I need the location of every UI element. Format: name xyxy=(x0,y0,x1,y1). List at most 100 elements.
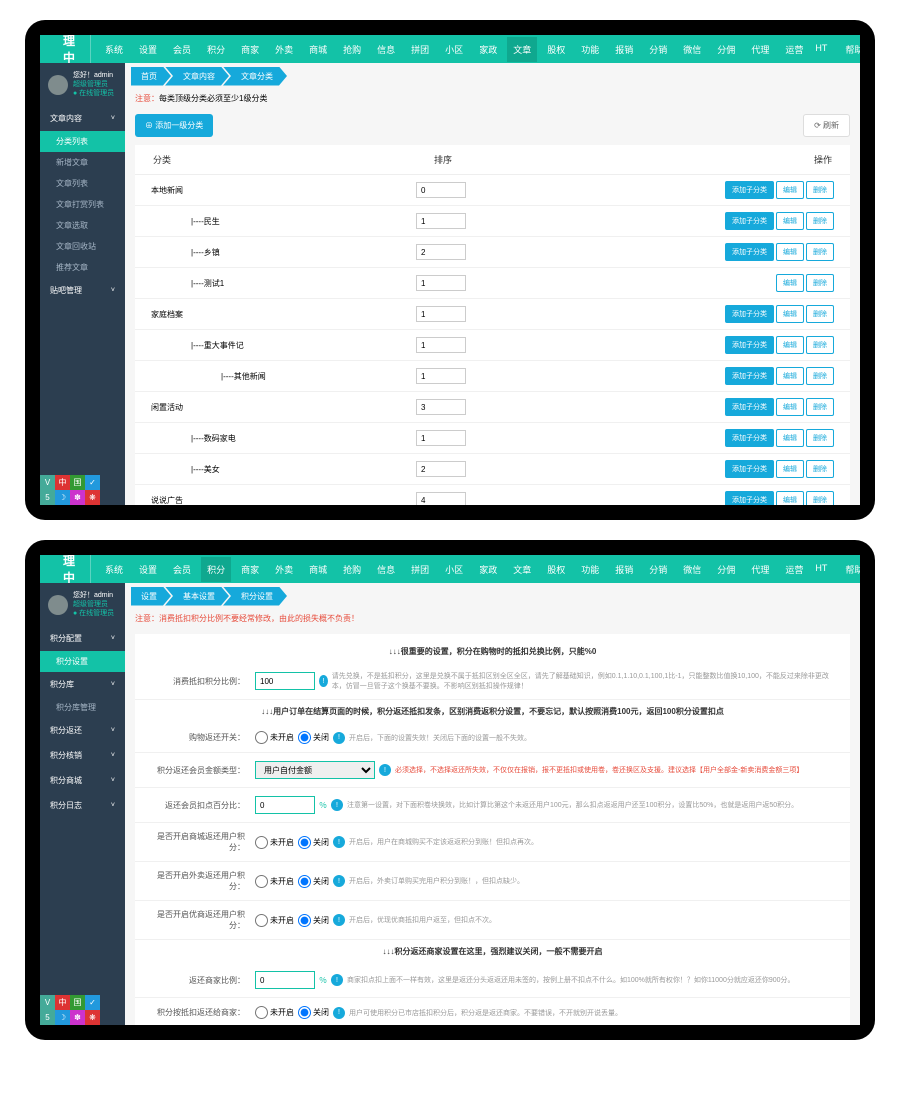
sidebar-item[interactable]: 积分设置 xyxy=(40,651,125,672)
nav-item[interactable]: 设置 xyxy=(133,557,163,582)
nav-right-item[interactable]: 帮助 xyxy=(839,37,860,62)
nav-item[interactable]: 拼团 xyxy=(405,37,435,62)
nav-item[interactable]: 家政 xyxy=(473,37,503,62)
nav-item[interactable]: 分销 xyxy=(643,557,673,582)
sidebar-item[interactable]: 文章列表 xyxy=(40,173,125,194)
nav-item[interactable]: 微信 xyxy=(677,557,707,582)
row-action-button[interactable]: 添加子分类 xyxy=(725,305,774,323)
radio-off[interactable]: 未开启 xyxy=(255,875,294,888)
nav-item[interactable]: 抢购 xyxy=(337,37,367,62)
row-action-button[interactable]: 编辑 xyxy=(776,274,804,292)
sidebar-group[interactable]: 积分核销˅ xyxy=(40,743,125,768)
nav-item[interactable]: 功能 xyxy=(575,37,605,62)
ratio-input[interactable] xyxy=(255,672,315,690)
sidebar-group[interactable]: 积分日志˅ xyxy=(40,793,125,818)
radio-on[interactable]: 关闭 xyxy=(298,914,329,927)
row-action-button[interactable]: 编辑 xyxy=(776,491,804,505)
row-action-button[interactable]: 编辑 xyxy=(776,181,804,199)
sidebar-group-articles[interactable]: 文章内容˅ xyxy=(40,106,125,131)
sidebar-group[interactable]: 积分库˅ xyxy=(40,672,125,697)
nav-item[interactable]: 文章 xyxy=(507,37,537,62)
nav-item[interactable]: 会员 xyxy=(167,37,197,62)
nav-item[interactable]: 报销 xyxy=(609,37,639,62)
type-select[interactable]: 用户自付金额 xyxy=(255,761,375,779)
breadcrumb-item[interactable]: 设置 xyxy=(131,587,171,606)
sort-input[interactable] xyxy=(416,337,466,353)
nav-right-item[interactable]: HT xyxy=(809,557,833,582)
row-action-button[interactable]: 编辑 xyxy=(776,243,804,261)
nav-item[interactable]: 微信 xyxy=(677,37,707,62)
row-action-button[interactable]: 删除 xyxy=(806,491,834,505)
sort-input[interactable] xyxy=(416,399,466,415)
nav-item[interactable]: 系统 xyxy=(99,557,129,582)
sort-input[interactable] xyxy=(416,368,466,384)
sidebar-item[interactable]: 推荐文章 xyxy=(40,257,125,278)
nav-item[interactable]: 代理 xyxy=(745,557,775,582)
row-action-button[interactable]: 删除 xyxy=(806,274,834,292)
sidebar-group-tieba[interactable]: 贴吧管理˅ xyxy=(40,278,125,303)
nav-item[interactable]: 抢购 xyxy=(337,557,367,582)
row-action-button[interactable]: 添加子分类 xyxy=(725,181,774,199)
sort-input[interactable] xyxy=(416,306,466,322)
nav-item[interactable]: 股权 xyxy=(541,557,571,582)
sidebar-item[interactable]: 文章回收站 xyxy=(40,236,125,257)
row-action-button[interactable]: 删除 xyxy=(806,398,834,416)
radio-off[interactable]: 未开启 xyxy=(255,731,294,744)
nav-item[interactable]: 设置 xyxy=(133,37,163,62)
row-action-button[interactable]: 添加子分类 xyxy=(725,212,774,230)
nav-item[interactable]: 运营 xyxy=(779,37,809,62)
nav-item[interactable]: 拼团 xyxy=(405,557,435,582)
row-action-button[interactable]: 添加子分类 xyxy=(725,460,774,478)
sidebar-item[interactable]: 文章选取 xyxy=(40,215,125,236)
radio-off[interactable]: 未开启 xyxy=(255,914,294,927)
sidebar-item[interactable]: 积分库管理 xyxy=(40,697,125,718)
row-action-button[interactable]: 编辑 xyxy=(776,367,804,385)
row-action-button[interactable]: 添加子分类 xyxy=(725,398,774,416)
nav-item[interactable]: 外卖 xyxy=(269,557,299,582)
row-action-button[interactable]: 删除 xyxy=(806,429,834,447)
nav-item[interactable]: 小区 xyxy=(439,557,469,582)
nav-item[interactable]: 系统 xyxy=(99,37,129,62)
nav-item[interactable]: 积分 xyxy=(201,37,231,62)
sidebar-item[interactable]: 新增文章 xyxy=(40,152,125,173)
radio-off[interactable]: 未开启 xyxy=(255,836,294,849)
row-action-button[interactable]: 删除 xyxy=(806,367,834,385)
breadcrumb-item[interactable]: 文章分类 xyxy=(223,67,287,86)
breadcrumb-item[interactable]: 文章内容 xyxy=(165,67,229,86)
row-action-button[interactable]: 编辑 xyxy=(776,460,804,478)
radio-on[interactable]: 关闭 xyxy=(298,875,329,888)
row-action-button[interactable]: 添加子分类 xyxy=(725,491,774,505)
add-category-button[interactable]: ⊕ 添加一级分类 xyxy=(135,114,213,137)
row-action-button[interactable]: 删除 xyxy=(806,460,834,478)
nav-item[interactable]: 分佣 xyxy=(711,557,741,582)
nav-item[interactable]: 家政 xyxy=(473,557,503,582)
nav-item[interactable]: 代理 xyxy=(745,37,775,62)
breadcrumb-item[interactable]: 首页 xyxy=(131,67,171,86)
row-action-button[interactable]: 添加子分类 xyxy=(725,336,774,354)
nav-item[interactable]: 文章 xyxy=(507,557,537,582)
row-action-button[interactable]: 删除 xyxy=(806,305,834,323)
nav-item[interactable]: 股权 xyxy=(541,37,571,62)
nav-item[interactable]: 分销 xyxy=(643,37,673,62)
sidebar-item[interactable]: 文章打赏列表 xyxy=(40,194,125,215)
row-action-button[interactable]: 删除 xyxy=(806,243,834,261)
sidebar-item[interactable]: 分类列表 xyxy=(40,131,125,152)
nav-item[interactable]: 商家 xyxy=(235,557,265,582)
sidebar-group[interactable]: 积分配置˅ xyxy=(40,626,125,651)
row-action-button[interactable]: 删除 xyxy=(806,181,834,199)
radio-on[interactable]: 关闭 xyxy=(298,1006,329,1019)
nav-item[interactable]: 运营 xyxy=(779,557,809,582)
nav-right-item[interactable]: 帮助 xyxy=(839,557,860,582)
refresh-button[interactable]: ⟳ 刷新 xyxy=(803,114,850,137)
row-action-button[interactable]: 添加子分类 xyxy=(725,367,774,385)
nav-right-item[interactable]: HT xyxy=(809,37,833,62)
nav-item[interactable]: 分佣 xyxy=(711,37,741,62)
nav-item[interactable]: 外卖 xyxy=(269,37,299,62)
radio-on[interactable]: 关闭 xyxy=(298,731,329,744)
row-action-button[interactable]: 添加子分类 xyxy=(725,243,774,261)
breadcrumb-item[interactable]: 基本设置 xyxy=(165,587,229,606)
row-action-button[interactable]: 编辑 xyxy=(776,398,804,416)
radio-on[interactable]: 关闭 xyxy=(298,836,329,849)
nav-item[interactable]: 信息 xyxy=(371,557,401,582)
radio-off[interactable]: 未开启 xyxy=(255,1006,294,1019)
